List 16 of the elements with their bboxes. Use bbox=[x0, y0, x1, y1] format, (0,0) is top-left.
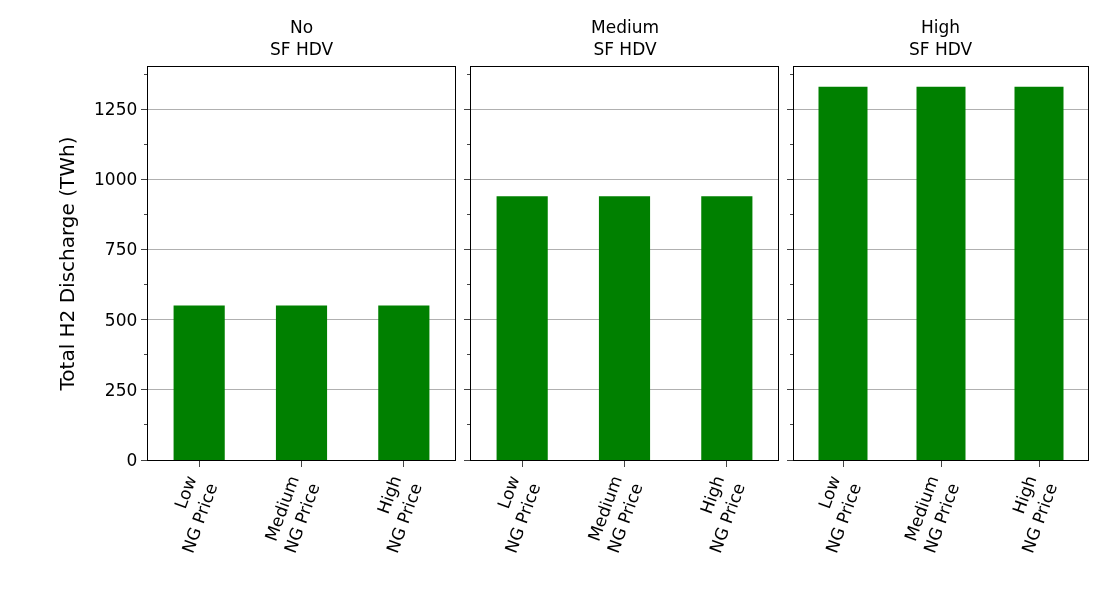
y-axis-title: Total H2 Discharge (TWh) bbox=[54, 136, 79, 392]
x-tick-label: Low NG Price bbox=[493, 472, 545, 556]
y-tick-label: 0 bbox=[126, 449, 138, 470]
x-tick-label: High NG Price bbox=[373, 472, 426, 556]
chart-title: High SF HDV bbox=[909, 17, 973, 60]
y-tick-label: 1000 bbox=[94, 169, 138, 190]
x-tick-label: Low NG Price bbox=[170, 472, 222, 556]
y-tick-label: 250 bbox=[104, 379, 138, 400]
y-tick-label: 1250 bbox=[94, 99, 138, 120]
x-tick-label: High NG Price bbox=[1008, 472, 1062, 556]
chart-title: Medium SF HDV bbox=[591, 17, 659, 60]
chart-title: No SF HDV bbox=[270, 17, 334, 60]
x-tick-label: Low NG Price bbox=[814, 472, 866, 556]
y-tick-label: 750 bbox=[104, 239, 138, 260]
x-tick-label: High NG Price bbox=[696, 472, 749, 556]
y-tick-label: 500 bbox=[104, 309, 138, 330]
